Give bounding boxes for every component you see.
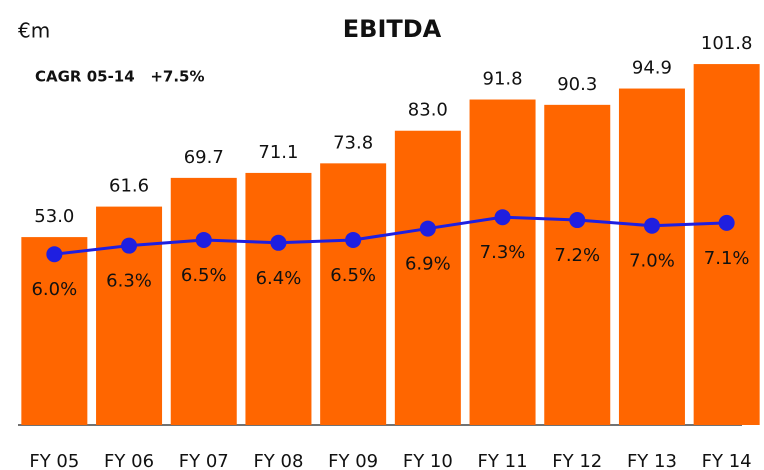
x-tick-label: FY 05 <box>29 451 79 470</box>
bar <box>469 99 536 425</box>
margin-label: 7.0% <box>629 251 675 272</box>
bar-value-label: 53.0 <box>34 206 74 227</box>
bar-value-label: 94.9 <box>632 58 672 79</box>
bar <box>544 104 611 425</box>
margin-label: 6.3% <box>106 271 152 292</box>
margin-point <box>46 246 63 263</box>
bar <box>170 177 237 425</box>
margin-line <box>54 215 727 256</box>
margin-point <box>569 212 586 229</box>
bar-value-label: 61.6 <box>109 176 149 197</box>
margin-point <box>419 220 436 237</box>
margin-point <box>718 214 735 231</box>
margin-point <box>195 231 212 248</box>
margin-label: 6.5% <box>330 265 376 286</box>
bar <box>693 64 760 425</box>
x-tick-label: FY 11 <box>478 451 528 470</box>
x-tick-label: FY 08 <box>253 451 303 470</box>
x-tick-label: FY 09 <box>328 451 378 470</box>
bar <box>21 237 88 425</box>
margin-point <box>345 231 362 248</box>
margin-label: 6.9% <box>405 254 451 275</box>
margin-label: 6.0% <box>31 279 77 300</box>
margin-point <box>270 234 287 251</box>
margin-label: 7.1% <box>704 248 750 269</box>
x-tick-label: FY 07 <box>179 451 229 470</box>
margin-point <box>494 209 511 226</box>
margin-label: 6.4% <box>256 268 302 289</box>
x-tick-label: FY 12 <box>552 451 602 470</box>
x-tick-label: FY 14 <box>702 451 752 470</box>
x-tick-label: FY 13 <box>627 451 677 470</box>
margin-label: 7.3% <box>480 242 526 263</box>
bar <box>618 88 685 425</box>
x-tick-label: FY 10 <box>403 451 453 470</box>
x-tick-label: FY 06 <box>104 451 154 470</box>
bar <box>394 130 461 425</box>
margin-label: 6.5% <box>181 265 227 286</box>
bar-value-label: 71.1 <box>258 142 298 163</box>
chart-title: EBITDA <box>343 15 442 43</box>
bar-value-label: 101.8 <box>701 33 753 54</box>
bar-value-label: 91.8 <box>483 69 523 90</box>
margin-label: 7.2% <box>554 245 600 266</box>
bar-value-label: 69.7 <box>184 147 224 168</box>
margin-point <box>643 217 660 234</box>
bar <box>245 172 312 425</box>
bar-value-label: 73.8 <box>333 132 373 153</box>
bar-value-label: 90.3 <box>557 74 597 95</box>
margin-point <box>121 237 138 254</box>
bar <box>320 163 387 425</box>
subtitle: CAGR 05-14 +7.5% <box>35 68 205 86</box>
bar-value-label: 83.0 <box>408 100 448 121</box>
unit-label: €m <box>18 19 50 43</box>
